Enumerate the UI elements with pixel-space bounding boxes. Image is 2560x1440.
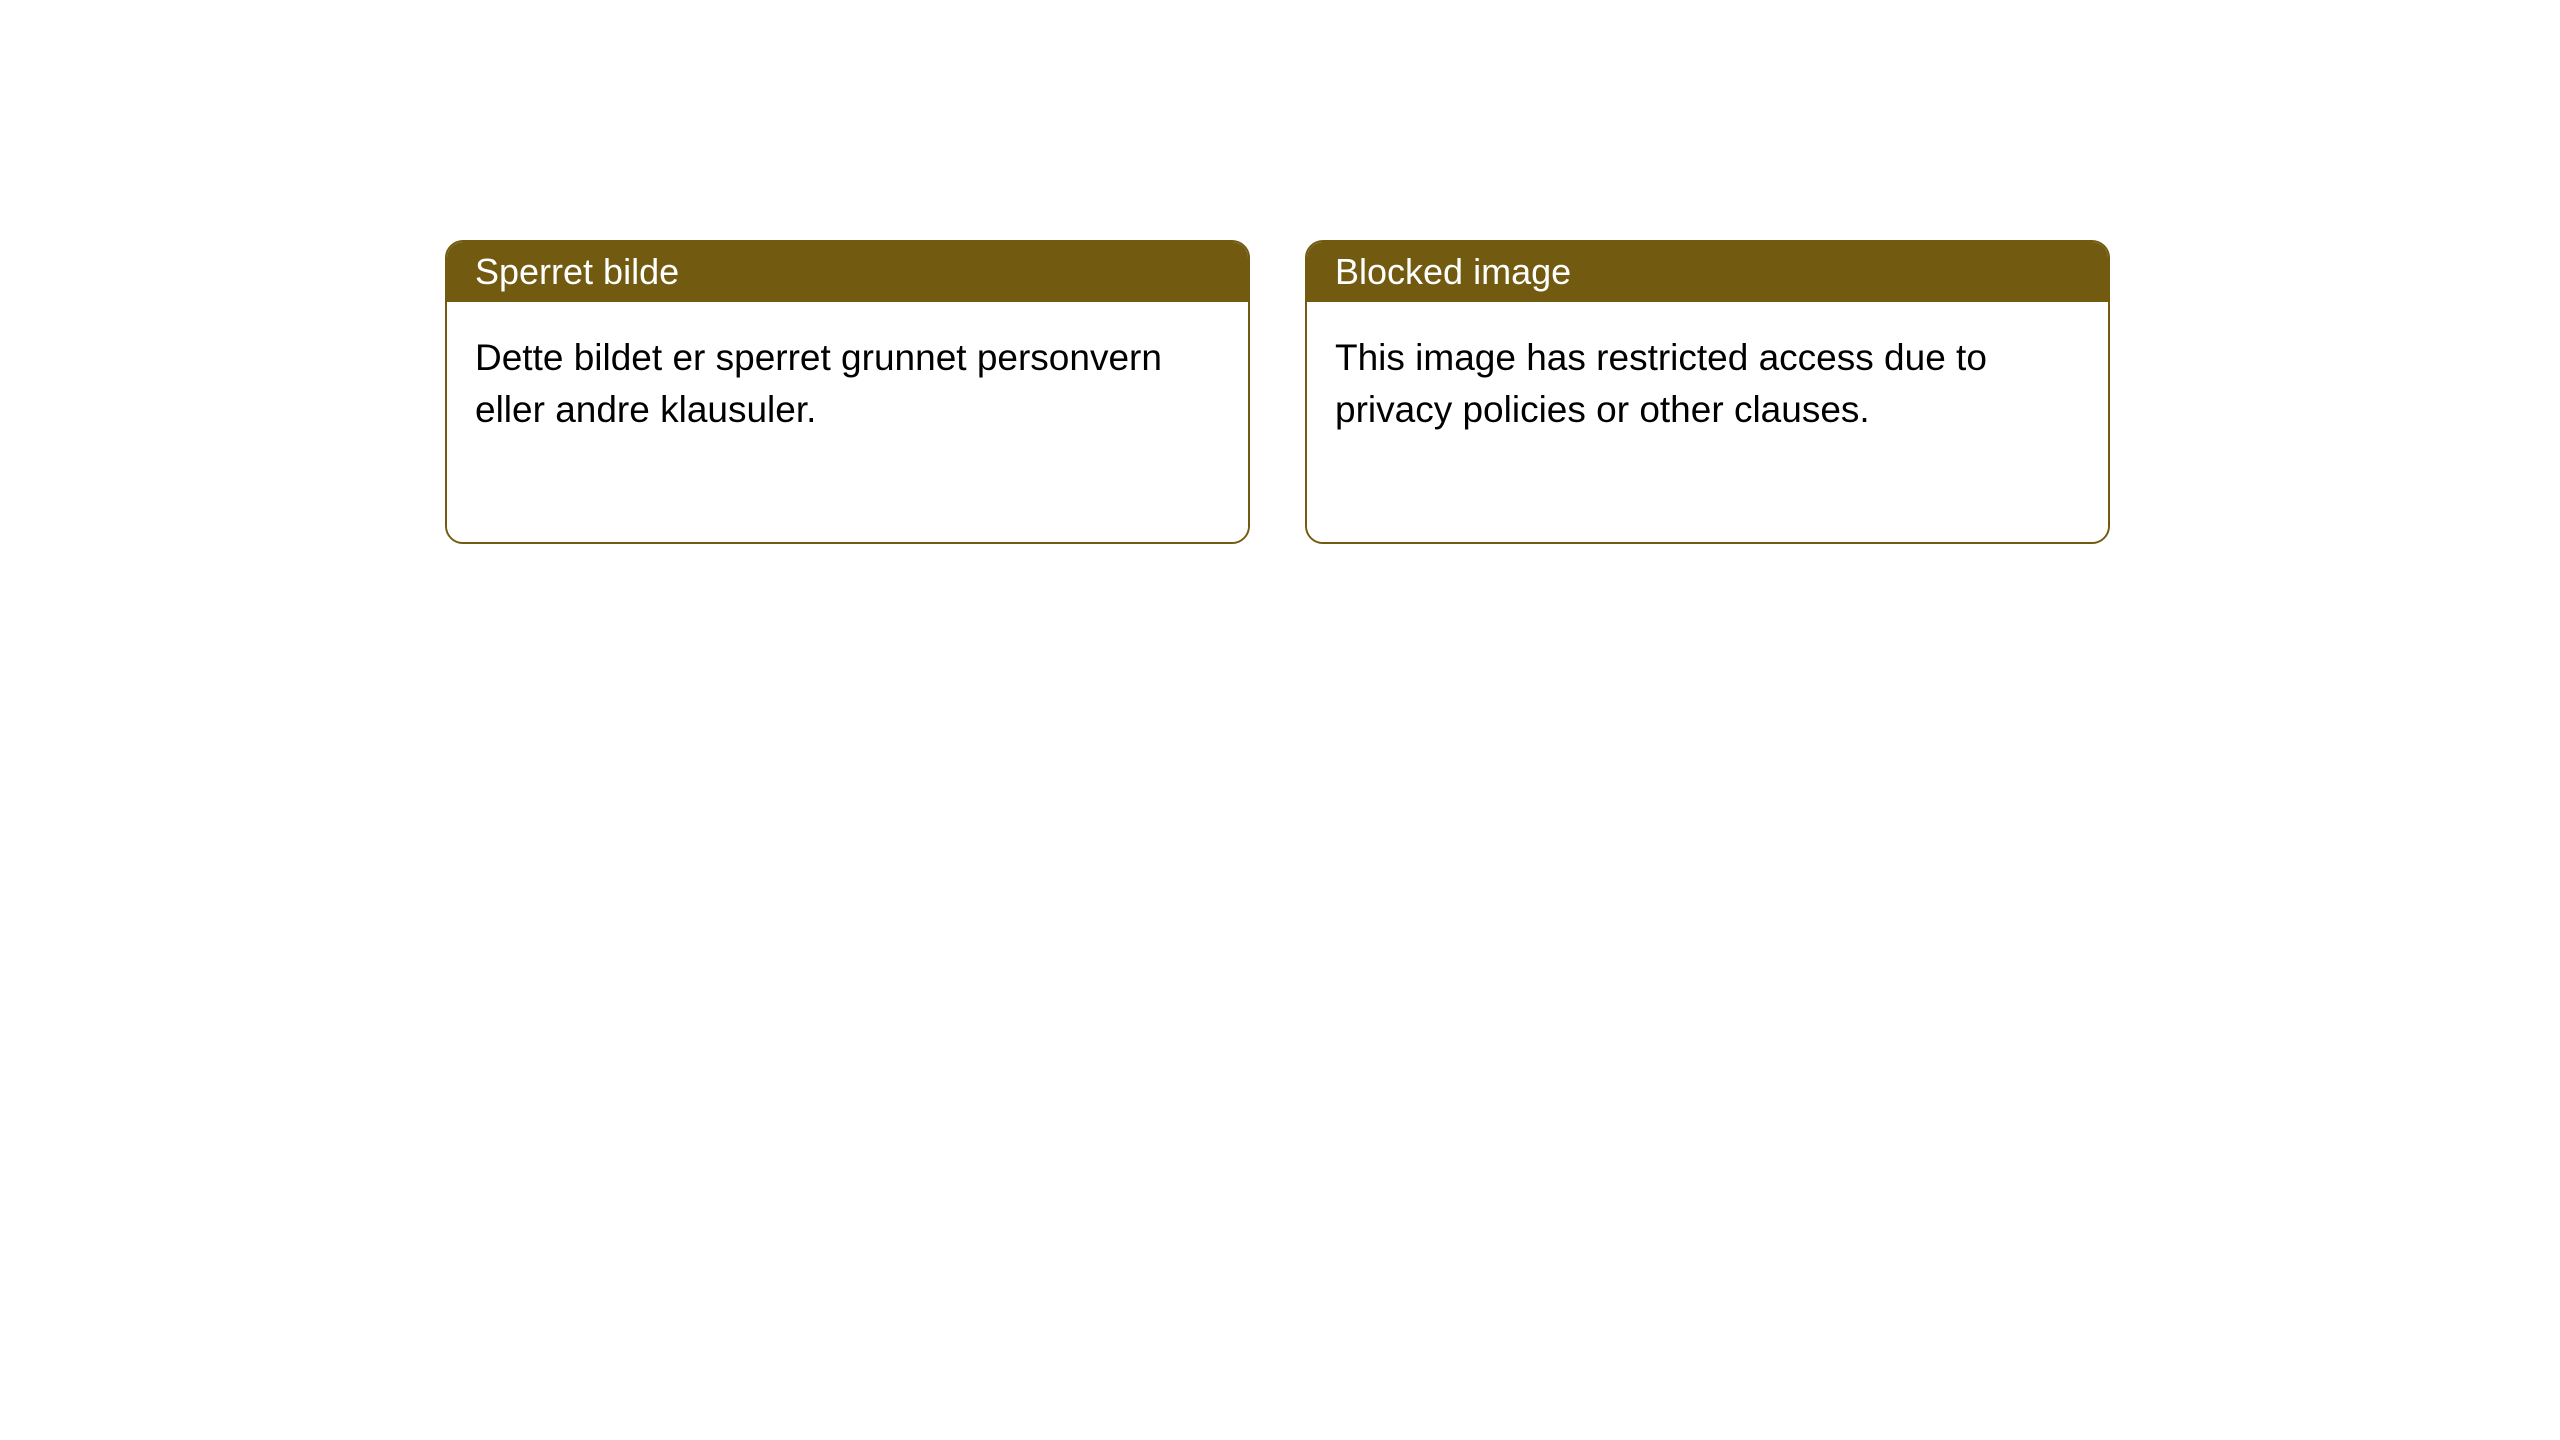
notice-body-english: This image has restricted access due to … [1307,302,2108,542]
notice-box-norwegian: Sperret bilde Dette bildet er sperret gr… [445,240,1250,544]
notice-box-english: Blocked image This image has restricted … [1305,240,2110,544]
notice-body-norwegian: Dette bildet er sperret grunnet personve… [447,302,1248,542]
notice-header-english: Blocked image [1307,242,2108,302]
notice-header-norwegian: Sperret bilde [447,242,1248,302]
notices-container: Sperret bilde Dette bildet er sperret gr… [445,240,2110,544]
